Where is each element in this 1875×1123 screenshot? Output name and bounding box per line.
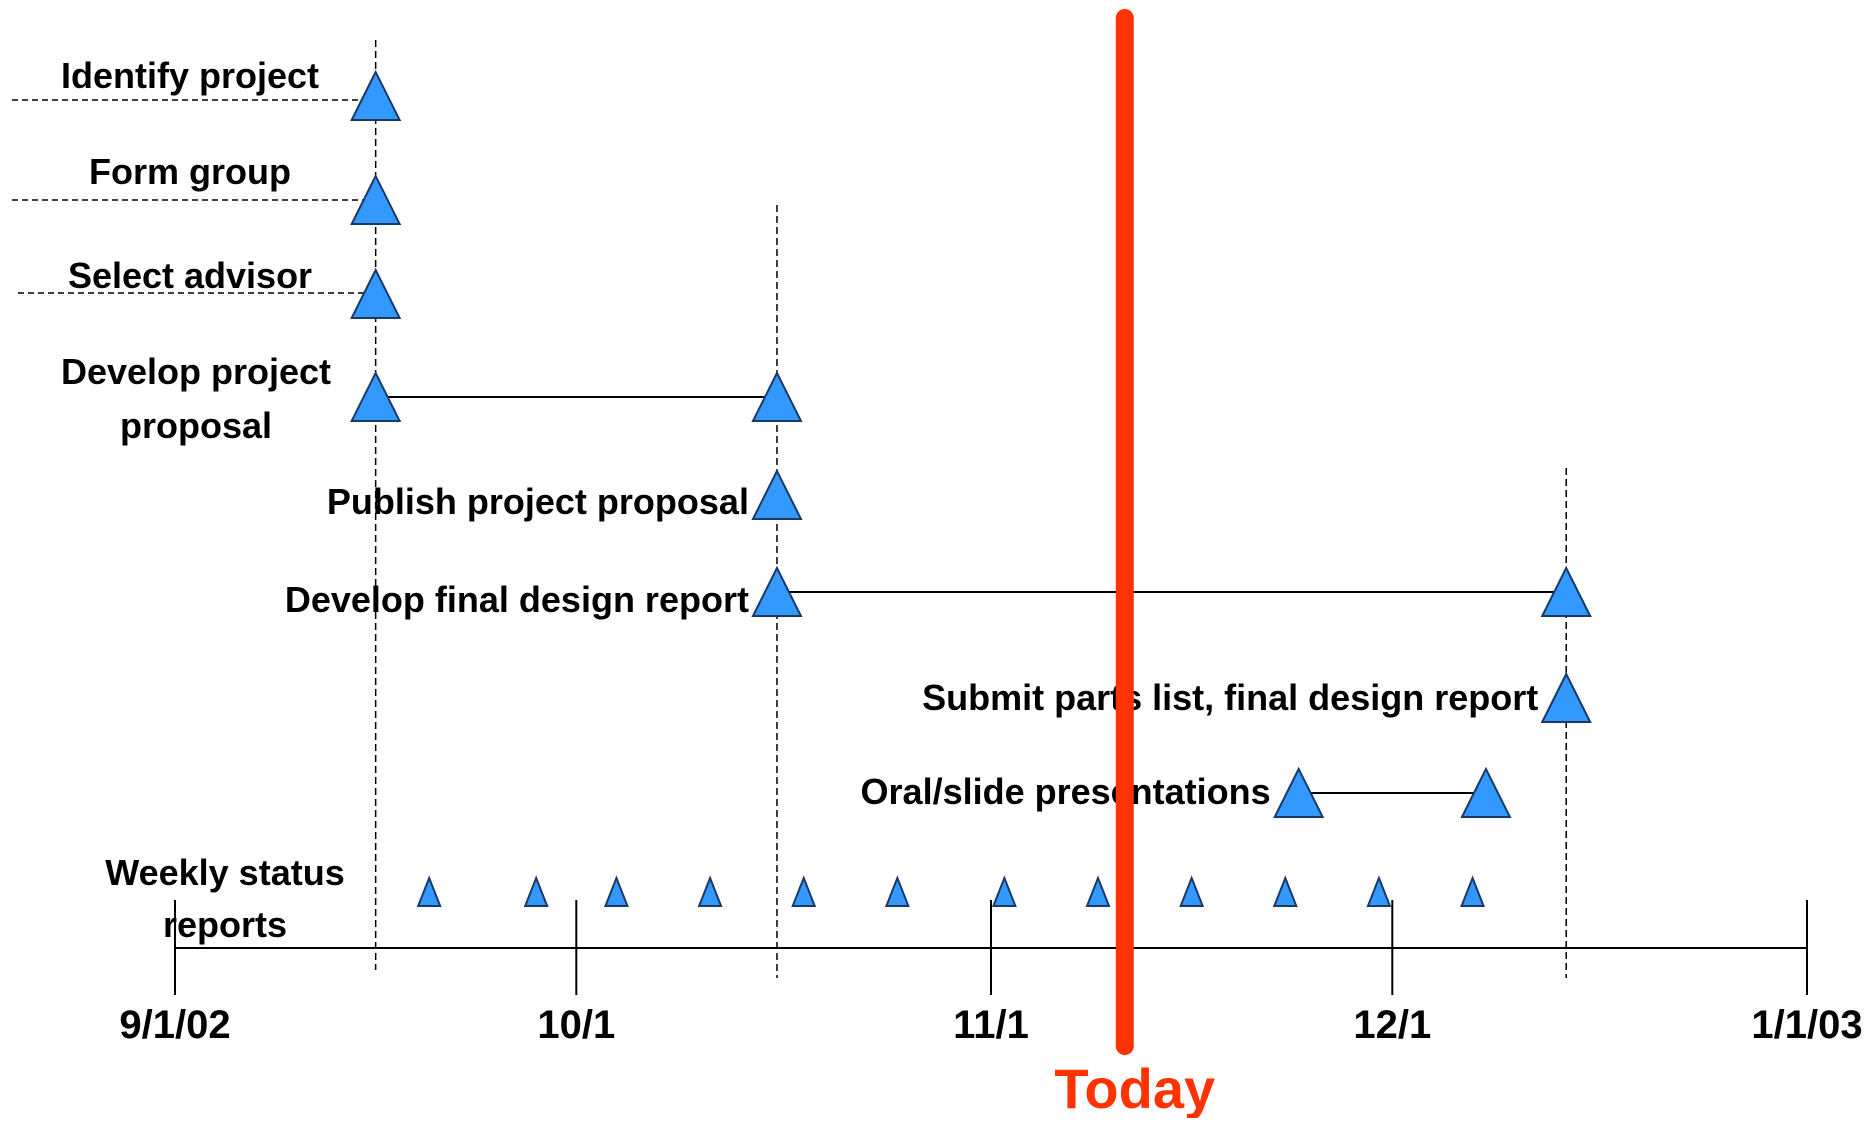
task-oral-slide-presentations: Oral/slide presentations — [861, 766, 1512, 818]
task-label: Form group — [89, 151, 291, 192]
task-label: Develop project — [61, 351, 331, 392]
weekly-label: reports — [163, 904, 287, 945]
milestone-triangle — [751, 468, 803, 520]
task-label: Develop final design report — [285, 579, 749, 620]
milestone-triangle — [350, 69, 402, 121]
milestone-triangle — [1273, 766, 1325, 818]
task-develop-final-design-report: Develop final design report — [285, 565, 1592, 620]
milestone-triangle — [1460, 766, 1512, 818]
task-label: Select advisor — [68, 255, 312, 296]
task-publish-project-proposal: Publish project proposal — [327, 468, 803, 522]
task-form-group: Form group — [89, 151, 402, 225]
tick-label: 11/1 — [953, 1003, 1029, 1047]
tick-label: 10/1 — [537, 1003, 615, 1047]
today-marker: Today — [1054, 9, 1215, 1120]
weekly-report-triangle — [991, 875, 1017, 907]
tick-label: 1/1/03 — [1751, 1003, 1862, 1047]
weekly-report-triangle — [523, 875, 549, 907]
weekly-report-triangle — [1366, 875, 1392, 907]
task-develop-project-proposal: Develop project proposal — [61, 351, 803, 446]
weekly-status-reports: Weekly status reports — [105, 852, 1486, 945]
task-identify-project: Identify project — [61, 55, 402, 121]
weekly-report-triangle — [1085, 875, 1111, 907]
milestone-triangle — [350, 370, 402, 422]
weekly-report-triangle — [416, 875, 442, 907]
tick-label: 9/1/02 — [119, 1003, 230, 1047]
weekly-report-triangle — [1272, 875, 1298, 907]
weekly-report-triangle — [1460, 875, 1486, 907]
task-label: Identify project — [61, 55, 319, 96]
task-rows: Identify project Form group Select advisor… — [61, 55, 1592, 818]
milestone-triangle — [350, 267, 402, 319]
date-axis: 9/1/02 10/1 11/1 12/1 1/1/03 — [119, 900, 1863, 1047]
task-label: proposal — [120, 405, 272, 446]
weekly-report-triangle — [1179, 875, 1205, 907]
weekly-label: Weekly status — [105, 852, 344, 893]
task-label: Submit parts list, final design report — [922, 677, 1538, 718]
milestone-triangle — [1540, 671, 1592, 723]
task-label: Publish project proposal — [327, 481, 749, 522]
milestone-triangle — [350, 173, 402, 225]
task-submit-parts-list: Submit parts list, final design report — [922, 671, 1592, 723]
task-select-advisor: Select advisor — [68, 255, 402, 319]
milestone-triangle — [751, 370, 803, 422]
weekly-report-triangle — [697, 875, 723, 907]
weekly-report-triangle — [791, 875, 817, 907]
milestone-triangle — [1540, 565, 1592, 617]
weekly-report-triangle — [603, 875, 629, 907]
today-label: Today — [1054, 1057, 1215, 1118]
task-label: Oral/slide presentations — [861, 771, 1271, 812]
weekly-report-triangle — [884, 875, 910, 907]
tick-label: 12/1 — [1353, 1003, 1431, 1047]
milestone-triangle — [751, 565, 803, 617]
